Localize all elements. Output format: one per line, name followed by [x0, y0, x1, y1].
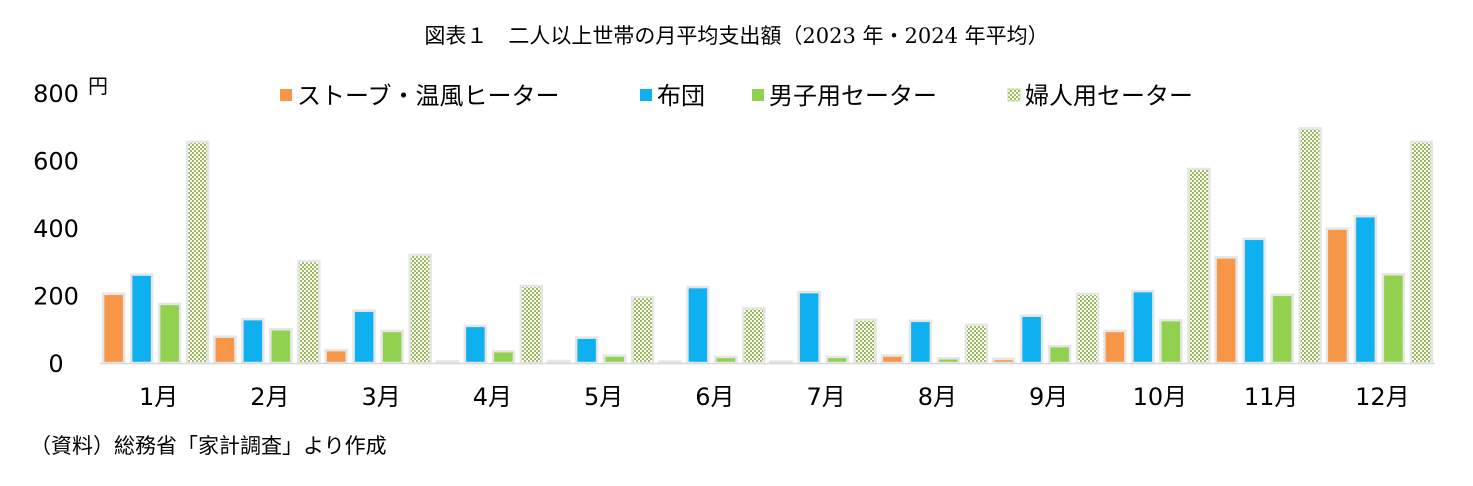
bar-2-7月	[797, 290, 821, 365]
bar-3-3月	[380, 329, 404, 365]
bar-4-7月	[853, 318, 877, 365]
x-tick-label: 8月	[918, 383, 957, 411]
bar-1-9月	[991, 357, 1016, 365]
x-axis: 1月 2月 3月 4月 5月 6月 7月 8月 9月 10月 11月 12月	[100, 362, 1435, 411]
x-tick-label: 5月	[584, 383, 623, 411]
bar-4-4月	[519, 284, 544, 365]
chart-title: 図表１ 二人以上世帯の月平均支出額（2023 年・2024 年平均）	[424, 24, 1049, 48]
bar-2-10月	[1131, 289, 1155, 365]
x-tick-label: 11月	[1244, 383, 1299, 411]
bar-4-5月	[630, 295, 655, 365]
bar-3-1月	[157, 302, 182, 365]
bar-4-2月	[297, 259, 321, 365]
legend: ストーブ・温風ヒーター 布団 男子用セーター 婦人用セーター	[280, 82, 1193, 110]
bar-4-9月	[1075, 292, 1100, 365]
bar-4-1月	[185, 140, 210, 365]
x-tick-label: 3月	[361, 383, 400, 411]
x-tick-label: 9月	[1029, 383, 1068, 411]
bar-3-2月	[269, 328, 293, 365]
y-tick-label: 400	[33, 215, 79, 243]
bar-1-5月	[546, 359, 571, 365]
bar-1-1月	[101, 292, 126, 365]
bar-3-8月	[936, 357, 961, 365]
bar-1-12月	[1325, 227, 1350, 365]
y-tick-label: 800	[33, 80, 79, 108]
bar-2-1月	[129, 273, 154, 365]
bar-chart: 0 200 400 600 800 円 ストーブ・温風ヒーター 布団 男子用セーター 婦人用セー…	[33, 74, 1435, 411]
x-tick-label: 4月	[473, 383, 512, 411]
bars	[101, 127, 1434, 365]
legend-label-2: 布団	[657, 82, 705, 110]
bar-4-6月	[742, 307, 766, 365]
bar-1-2月	[213, 335, 237, 365]
legend-label-1: ストーブ・温風ヒーター	[297, 82, 560, 110]
source-note: （資料）総務省「家計調査」より作成	[30, 434, 387, 458]
y-tick-label: 200	[33, 283, 79, 311]
bar-1-10月	[1103, 329, 1127, 365]
bar-4-10月	[1187, 167, 1211, 365]
legend-swatch-1	[280, 89, 292, 101]
bar-2-9月	[1019, 314, 1044, 365]
bar-3-11月	[1270, 293, 1294, 365]
bar-3-6月	[714, 355, 738, 365]
y-tick-label: 600	[33, 148, 79, 176]
bar-4-12月	[1409, 140, 1434, 365]
legend-swatch-3	[752, 89, 764, 101]
bar-2-5月	[574, 336, 599, 365]
bar-2-6月	[686, 285, 710, 365]
y-unit-label: 円	[88, 74, 108, 98]
x-tick-label: 7月	[806, 383, 845, 411]
bar-3-12月	[1381, 272, 1406, 365]
bar-3-10月	[1159, 318, 1183, 365]
bar-3-4月	[491, 349, 516, 365]
bar-2-8月	[908, 319, 933, 365]
x-tick-label: 2月	[250, 383, 289, 411]
x-tick-label: 1月	[139, 383, 178, 411]
bar-2-12月	[1353, 214, 1378, 365]
bar-1-4月	[435, 360, 460, 365]
y-tick-label: 0	[48, 350, 63, 378]
x-tick-label: 6月	[695, 383, 734, 411]
x-tick-label: 10月	[1133, 383, 1188, 411]
legend-swatch-4	[1007, 88, 1021, 102]
x-tick-label: 12月	[1355, 383, 1410, 411]
legend-label-3: 男子用セーター	[769, 82, 937, 110]
bar-2-3月	[352, 309, 376, 365]
bar-1-8月	[880, 354, 905, 365]
bar-1-3月	[324, 348, 348, 365]
bar-3-5月	[602, 354, 627, 365]
bar-2-11月	[1242, 237, 1266, 365]
y-axis: 0 200 400 600 800 円	[33, 74, 108, 378]
bar-3-9月	[1047, 344, 1072, 365]
bar-2-2月	[241, 317, 265, 365]
bar-3-7月	[825, 355, 849, 365]
bar-1-11月	[1214, 256, 1238, 365]
legend-label-4: 婦人用セーター	[1025, 82, 1193, 110]
legend-swatch-2	[640, 89, 652, 101]
bar-2-4月	[463, 324, 488, 365]
bar-4-11月	[1298, 127, 1322, 365]
bar-4-3月	[408, 253, 432, 365]
bar-4-8月	[964, 323, 989, 365]
